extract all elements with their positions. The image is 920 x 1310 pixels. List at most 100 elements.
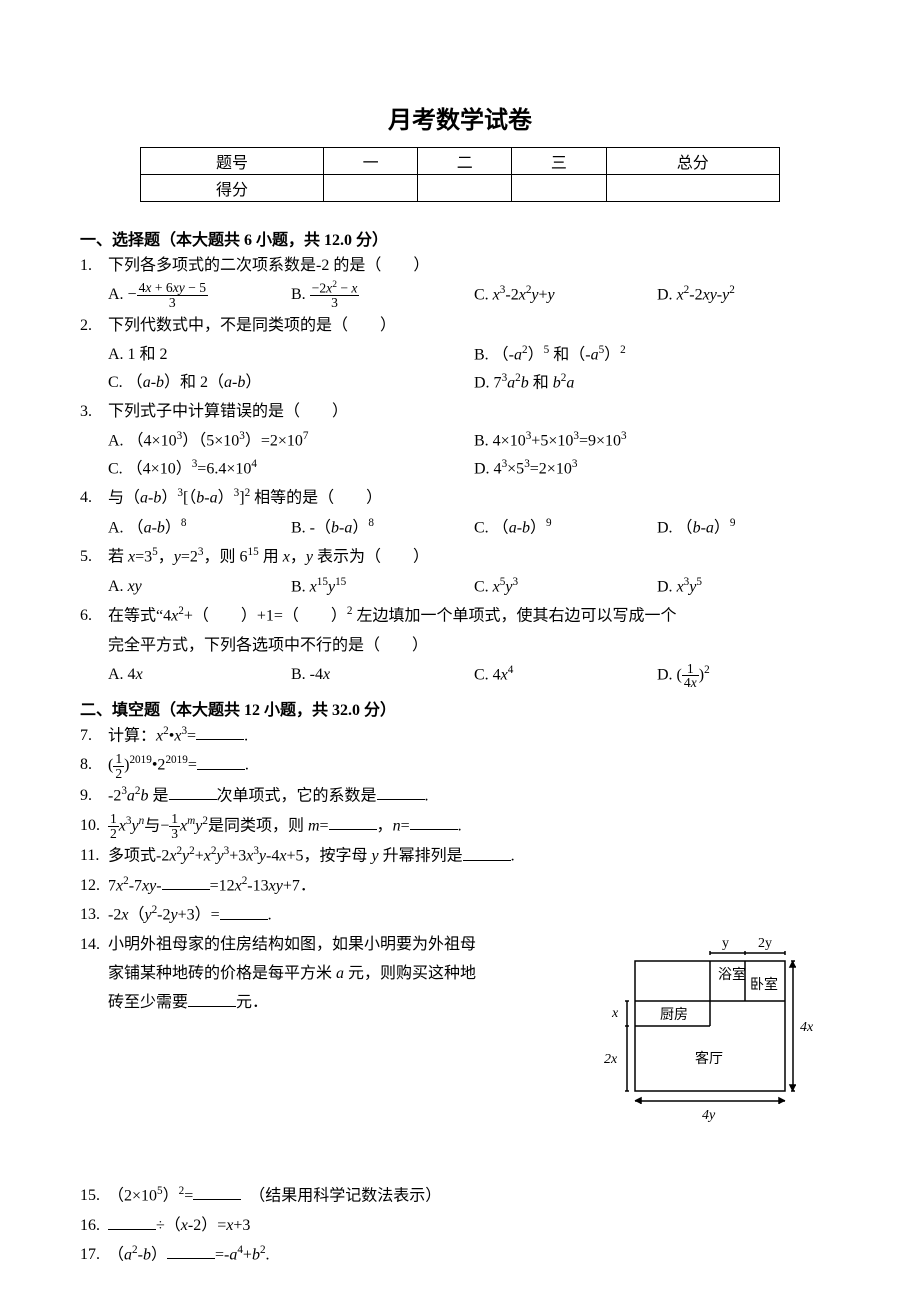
q4-opt-a: A. （a-b）8 xyxy=(108,514,291,542)
q3-opt-b: B. 4×103+5×103=9×103 xyxy=(474,427,840,455)
th-num: 题号 xyxy=(141,148,324,175)
q1-stem: 下列各多项式的二次项系数是-2 的是（ ） xyxy=(108,252,840,279)
q2-opt-d: D. 73a2b 和 b2a xyxy=(474,369,840,397)
q4-opt-b: B. -（b-a）8 xyxy=(291,514,474,542)
q2-num: 2. xyxy=(80,312,108,396)
q5-opt-c: C. x5y3 xyxy=(474,573,657,601)
q4-opt-d: D. （b-a）9 xyxy=(657,514,840,542)
q7-num: 7. xyxy=(80,722,108,750)
question-9: 9. -23a2b 是次单项式，它的系数是. xyxy=(80,782,840,810)
question-2: 2. 下列代数式中，不是同类项的是（ ） A. 1 和 2 B. （-a2）5 … xyxy=(80,312,840,396)
q12-body: 7x2-7xy-=12x2-13xy+7． xyxy=(108,872,840,900)
q8-num: 8. xyxy=(80,751,108,780)
q5-opt-b: B. x15y15 xyxy=(291,573,474,601)
th-total: 总分 xyxy=(606,148,779,175)
question-3: 3. 下列式子中计算错误的是（ ） A. （4×103）（5×103）=2×10… xyxy=(80,398,840,482)
cell-1 xyxy=(324,175,418,202)
question-15: 15. （2×105）2= （结果用科学记数法表示） xyxy=(80,1182,840,1210)
q3-stem: 下列式子中计算错误的是（ ） xyxy=(108,398,840,425)
q15-body: （2×105）2= （结果用科学记数法表示） xyxy=(108,1182,840,1210)
question-1: 1. 下列各多项式的二次项系数是-2 的是（ ） A. −4x + 6xy − … xyxy=(80,252,840,310)
fig-label-liv: 客厅 xyxy=(695,1050,723,1067)
question-14: 14. 小明外祖母家的住房结构如图，如果小明要为外祖母 家铺某种地砖的价格是每平… xyxy=(80,931,840,1140)
q6-opt-b: B. -4x xyxy=(291,661,474,690)
q1-num: 1. xyxy=(80,252,108,310)
question-16: 16. ÷（x-2）=x+3 xyxy=(80,1212,840,1239)
q3-opt-d: D. 43×53=2×103 xyxy=(474,455,840,483)
question-5: 5. 若 x=35，y=23，则 615 用 x，y 表示为（ ） A. xy … xyxy=(80,543,840,600)
q6-stem-l2: 完全平方式，下列各选项中不行的是（ ） xyxy=(108,632,840,659)
section-2-heading: 二、填空题（本大题共 12 小题，共 32.0 分） xyxy=(80,696,840,720)
q2-opt-a: A. 1 和 2 xyxy=(108,341,474,369)
q5-opt-d: D. x3y5 xyxy=(657,573,840,601)
q6-stem-l1: 在等式“4x2+（ ）+1=（ ）2 左边填加一个单项式，使其右边可以写成一个 xyxy=(108,602,840,630)
fig-label-kit: 厨房 xyxy=(660,1007,688,1023)
q1-opt-d: D. x2-2xy-y2 xyxy=(657,281,840,310)
fig-label-2y: 2y xyxy=(758,936,772,951)
q16-num: 16. xyxy=(80,1212,108,1239)
q9-body: -23a2b 是次单项式，它的系数是. xyxy=(108,782,840,810)
score-table: 题号 一 二 三 总分 得分 xyxy=(140,147,780,202)
q3-opt-c: C. （4×10）3=6.4×104 xyxy=(108,455,474,483)
th-2: 二 xyxy=(418,148,512,175)
question-10: 10. 12x3yn与−13xmy2是同类项，则 m=，n=. xyxy=(80,812,840,841)
q5-opt-a: A. xy xyxy=(108,573,291,601)
section-1-heading: 一、选择题（本大题共 6 小题，共 12.0 分） xyxy=(80,226,840,250)
fig-label-2x: 2x xyxy=(604,1052,618,1067)
q13-body: -2x（y2-2y+3）=. xyxy=(108,901,840,929)
q14-num: 14. xyxy=(80,931,108,1140)
q13-num: 13. xyxy=(80,901,108,929)
q7-body: 计算：x2•x3=. xyxy=(108,722,840,750)
q10-body: 12x3yn与−13xmy2是同类项，则 m=，n=. xyxy=(108,812,840,841)
question-12: 12. 7x2-7xy-=12x2-13xy+7． xyxy=(80,872,840,900)
q2-opt-b: B. （-a2）5 和（-a5）2 xyxy=(474,341,840,369)
fig-label-4y: 4y xyxy=(702,1108,716,1123)
q9-num: 9. xyxy=(80,782,108,810)
question-11: 11. 多项式-2x2y2+x2y3+3x3y-4x+5，按字母 y 升幂排列是… xyxy=(80,842,840,870)
q4-stem: 与（a-b）3[（b-a）3]2 相等的是（ ） xyxy=(108,484,840,512)
question-6: 6. 在等式“4x2+（ ）+1=（ ）2 左边填加一个单项式，使其右边可以写成… xyxy=(80,602,840,689)
q2-stem: 下列代数式中，不是同类项的是（ ） xyxy=(108,312,840,339)
q1-opt-c: C. x3-2x2y+y xyxy=(474,281,657,310)
q5-stem: 若 x=35，y=23，则 615 用 x，y 表示为（ ） xyxy=(108,543,840,571)
question-8: 8. (12)2019•22019=. xyxy=(80,751,840,780)
th-3: 三 xyxy=(512,148,606,175)
cell-3 xyxy=(512,175,606,202)
q14-l3: 砖至少需要元． xyxy=(108,989,578,1016)
q11-body: 多项式-2x2y2+x2y3+3x3y-4x+5，按字母 y 升幂排列是. xyxy=(108,842,840,870)
q1-opt-b: B. −2x2 − x3 xyxy=(291,281,474,310)
question-17: 17. （a2-b）=-a4+b2. xyxy=(80,1241,840,1269)
fig-label-y: y xyxy=(722,936,729,951)
fig-label-4x: 4x xyxy=(800,1020,814,1035)
q6-opt-d: D. (14x)2 xyxy=(657,661,840,690)
q16-body: ÷（x-2）=x+3 xyxy=(108,1212,840,1239)
q11-num: 11. xyxy=(80,842,108,870)
q6-num: 6. xyxy=(80,602,108,689)
question-4: 4. 与（a-b）3[（b-a）3]2 相等的是（ ） A. （a-b）8 B.… xyxy=(80,484,840,541)
question-13: 13. -2x（y2-2y+3）=. xyxy=(80,901,840,929)
exam-title: 月考数学试卷 xyxy=(80,100,840,135)
q17-num: 17. xyxy=(80,1241,108,1269)
q14-l1: 小明外祖母家的住房结构如图，如果小明要为外祖母 xyxy=(108,931,578,958)
q3-num: 3. xyxy=(80,398,108,482)
fig-label-bath: 浴室 xyxy=(718,966,746,983)
q12-num: 12. xyxy=(80,872,108,900)
q4-opt-c: C. （a-b）9 xyxy=(474,514,657,542)
q14-figure: y 2y 浴室 卧室 厨房 客厅 x 2x 4x 4y xyxy=(590,931,840,1140)
row-score-label: 得分 xyxy=(141,175,324,202)
fig-label-bed: 卧室 xyxy=(750,976,778,993)
q6-opt-c: C. 4x4 xyxy=(474,661,657,690)
q14-l2: 家铺某种地砖的价格是每平方米 a 元，则购买这种地 xyxy=(108,960,578,987)
q10-num: 10. xyxy=(80,812,108,841)
q4-num: 4. xyxy=(80,484,108,541)
q1-opt-a: A. −4x + 6xy − 53 xyxy=(108,281,291,310)
cell-2 xyxy=(418,175,512,202)
cell-total xyxy=(606,175,779,202)
q3-opt-a: A. （4×103）（5×103）=2×107 xyxy=(108,427,474,455)
q2-opt-c: C. （a-b）和 2（a-b） xyxy=(108,369,474,397)
question-7: 7. 计算：x2•x3=. xyxy=(80,722,840,750)
q5-num: 5. xyxy=(80,543,108,600)
fig-label-x: x xyxy=(611,1006,619,1021)
q8-body: (12)2019•22019=. xyxy=(108,751,840,780)
q6-opt-a: A. 4x xyxy=(108,661,291,690)
